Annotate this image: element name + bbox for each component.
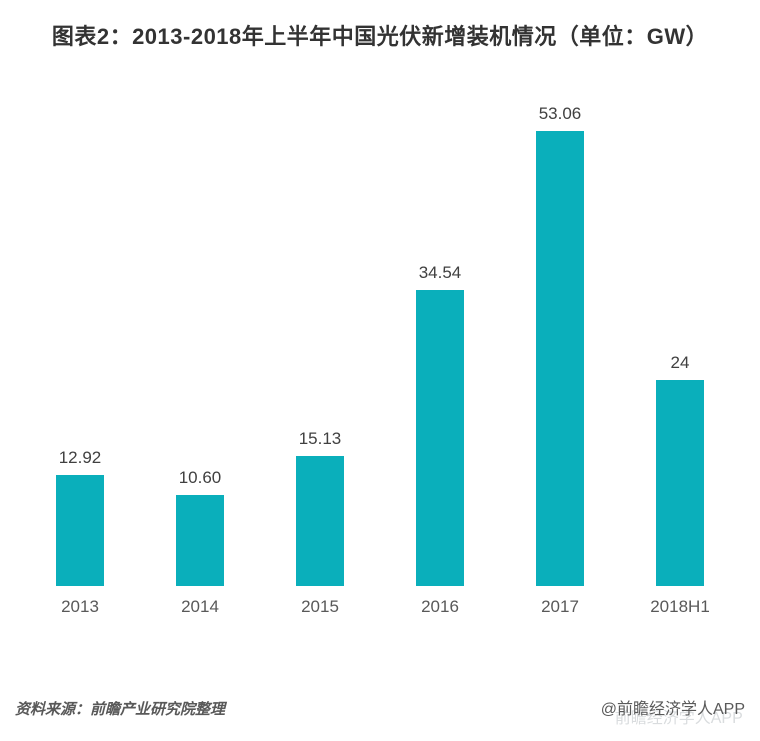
- bar-group: 34.54 2016: [380, 54, 500, 626]
- footer: 资料来源：前瞻产业研究院整理 前瞻经济学人APP @前瞻经济学人APP: [15, 695, 745, 727]
- bar-value-label: 24: [670, 353, 690, 372]
- bar-chart: 12.92 2013 10.60 2014 15.13 2015 34.54 2016 53.0…: [20, 54, 740, 626]
- bar: [296, 456, 344, 586]
- x-axis-label: 2013: [61, 597, 99, 616]
- bar-group: 15.13 2015: [260, 54, 380, 626]
- source-note: 资料来源：前瞻产业研究院整理: [15, 701, 226, 718]
- bar-value-label: 53.06: [538, 104, 582, 123]
- x-axis-label: 2015: [301, 597, 339, 616]
- bar: [536, 131, 584, 586]
- bar-group: 24 2018H1: [620, 54, 740, 626]
- bar: [656, 380, 704, 586]
- bar: [176, 495, 224, 586]
- bar-value-label: 34.54: [418, 263, 462, 282]
- bar-group: 53.06 2017: [500, 54, 620, 626]
- x-axis-label: 2018H1: [650, 597, 710, 616]
- bar-value-label: 12.92: [58, 448, 102, 467]
- watermark-text: 前瞻经济学人APP: [614, 710, 743, 727]
- bar: [416, 290, 464, 586]
- bar-group: 12.92 2013: [20, 54, 140, 626]
- bar-group: 10.60 2014: [140, 54, 260, 626]
- x-axis-label: 2016: [421, 597, 459, 616]
- bar-value-label: 15.13: [298, 429, 342, 448]
- bar-value-label: 10.60: [178, 468, 222, 487]
- chart-title: 图表2：2013-2018年上半年中国光伏新增装机情况（单位：GW）: [51, 24, 709, 49]
- credit: 前瞻经济学人APP @前瞻经济学人APP: [600, 695, 745, 727]
- x-axis-label: 2017: [541, 597, 579, 616]
- x-axis-label: 2014: [181, 597, 219, 616]
- credit-text: @前瞻经济学人APP: [600, 701, 745, 718]
- bar: [56, 475, 104, 586]
